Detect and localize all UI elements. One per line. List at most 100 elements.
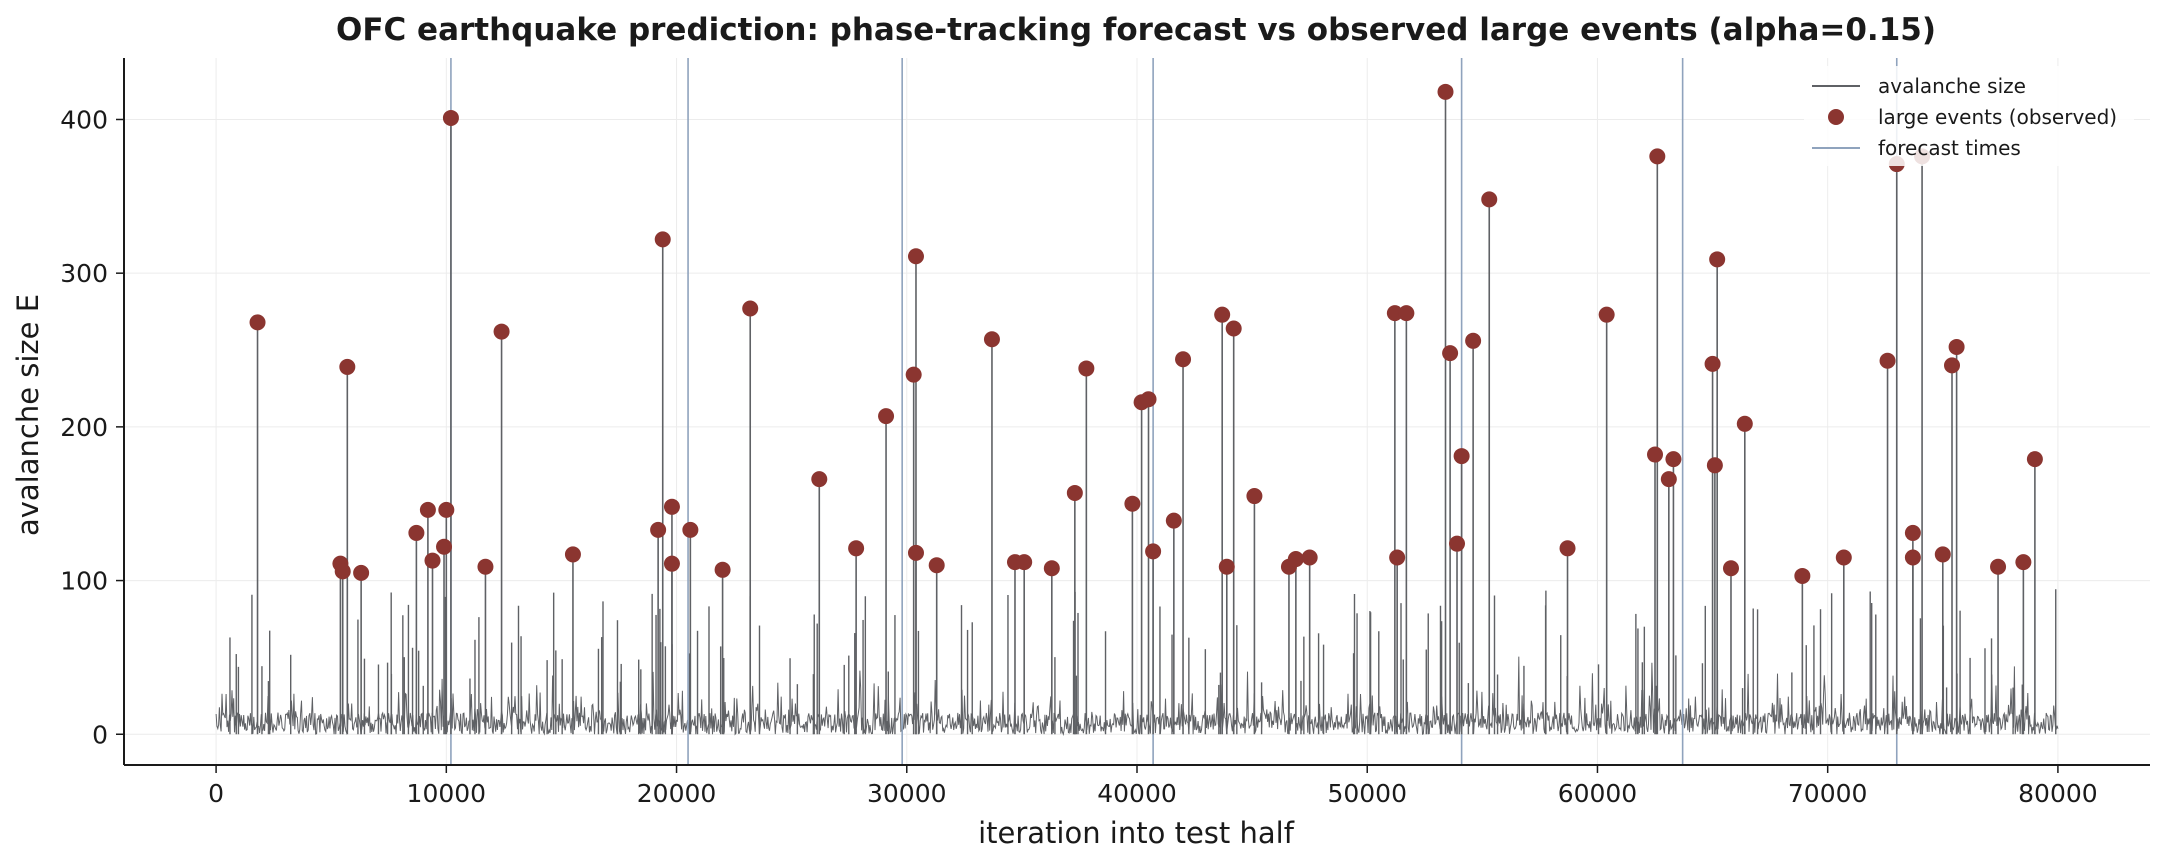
large-event-point xyxy=(928,557,945,574)
y-axis-label: avalanche size E xyxy=(11,294,45,536)
y-tick-label: 0 xyxy=(92,720,108,749)
y-ticks: 0 100 200 300 400 xyxy=(60,105,124,749)
large-event-point xyxy=(1145,543,1162,560)
legend-label: forecast times xyxy=(1878,136,2021,160)
large-event-point xyxy=(1214,306,1231,323)
large-event-point xyxy=(1904,524,1921,541)
large-event-point xyxy=(663,498,680,515)
large-event-point xyxy=(1794,567,1811,584)
large-event-point xyxy=(1165,512,1182,529)
large-event-point xyxy=(1386,305,1403,322)
large-event-point xyxy=(564,546,581,563)
large-event-point xyxy=(1246,488,1263,505)
large-event-point xyxy=(353,564,370,581)
large-event-point xyxy=(1449,535,1466,552)
large-event-point xyxy=(1016,554,1033,571)
large-event-point xyxy=(983,331,1000,348)
y-tick-label: 300 xyxy=(60,259,108,288)
large-event-point xyxy=(1944,357,1961,374)
large-event-point xyxy=(2026,451,2043,468)
legend-box xyxy=(1804,66,2134,166)
large-event-point xyxy=(1389,549,1406,566)
y-tick-label: 100 xyxy=(60,567,108,596)
large-event-point xyxy=(663,555,680,572)
legend-label: avalanche size xyxy=(1878,74,2026,98)
avalanche-noise-trace xyxy=(215,589,2059,736)
large-event-point xyxy=(477,558,494,575)
large-event-point xyxy=(1043,560,1060,577)
large-event-point xyxy=(1301,549,1318,566)
large-event-point xyxy=(1709,251,1726,268)
legend-swatch-marker xyxy=(1828,109,1844,125)
large-event-point xyxy=(1465,332,1482,349)
x-tick-label: 70000 xyxy=(1788,779,1868,808)
large-event-point xyxy=(408,524,425,541)
large-event-point xyxy=(249,314,266,331)
large-event-point xyxy=(742,300,759,317)
large-event-point xyxy=(1722,560,1739,577)
large-event-point xyxy=(1218,558,1235,575)
large-event-point xyxy=(2015,554,2032,571)
x-tick-label: 80000 xyxy=(2018,779,2098,808)
large-event-point xyxy=(1990,558,2007,575)
y-tick-label: 400 xyxy=(60,105,108,134)
large-event-point xyxy=(811,471,828,488)
large-event-point xyxy=(1481,191,1498,208)
large-event-point xyxy=(1175,351,1192,368)
large-event-point xyxy=(1078,360,1095,377)
large-event-point xyxy=(1559,540,1576,557)
large-event-point xyxy=(1879,352,1896,369)
y-tick-label: 200 xyxy=(60,413,108,442)
large-event-point xyxy=(442,109,459,126)
large-event-point xyxy=(436,538,453,555)
chart-title: OFC earthquake prediction: phase-trackin… xyxy=(336,12,1936,48)
x-tick-label: 10000 xyxy=(407,779,487,808)
large-event-point xyxy=(650,521,667,538)
large-event-point xyxy=(1934,546,1951,563)
large-event-point xyxy=(419,501,436,518)
large-event-point xyxy=(493,323,510,340)
large-event-point xyxy=(1736,415,1753,432)
large-event-point xyxy=(714,561,731,578)
event-markers xyxy=(249,83,2043,584)
legend-label: large events (observed) xyxy=(1878,105,2117,129)
large-event-point xyxy=(1704,355,1721,372)
large-event-point xyxy=(1665,451,1682,468)
x-tick-label: 50000 xyxy=(1327,779,1407,808)
large-event-point xyxy=(334,563,351,580)
x-tick-label: 20000 xyxy=(637,779,717,808)
x-axis-label: iteration into test half xyxy=(978,816,1295,850)
grid xyxy=(124,58,2150,765)
large-event-point xyxy=(438,501,455,518)
avalanche-spikes xyxy=(256,91,2036,735)
large-event-point xyxy=(1453,448,1470,465)
large-event-point xyxy=(848,540,865,557)
large-event-point xyxy=(424,552,441,569)
large-event-point xyxy=(905,366,922,383)
large-event-point xyxy=(1598,306,1615,323)
large-event-point xyxy=(1835,549,1852,566)
large-event-point xyxy=(1904,549,1921,566)
large-event-point xyxy=(1706,457,1723,474)
x-tick-label: 60000 xyxy=(1558,779,1638,808)
large-event-point xyxy=(1660,471,1677,488)
x-tick-label: 40000 xyxy=(1097,779,1177,808)
large-event-point xyxy=(1287,551,1304,568)
large-event-point xyxy=(1398,305,1415,322)
x-tick-label: 0 xyxy=(208,779,224,808)
large-event-point xyxy=(907,248,924,265)
x-ticks: 0 10000 20000 30000 40000 50000 60000 70000 8000… xyxy=(208,765,2098,808)
large-event-point xyxy=(339,358,356,375)
large-event-point xyxy=(1066,484,1083,501)
avalanche-noise-line xyxy=(215,656,2059,736)
large-event-point xyxy=(1140,391,1157,408)
large-event-point xyxy=(907,544,924,561)
large-event-point xyxy=(1647,446,1664,463)
large-event-point xyxy=(1649,148,1666,165)
large-event-point xyxy=(654,231,671,248)
x-tick-label: 30000 xyxy=(867,779,947,808)
large-event-point xyxy=(878,408,895,425)
large-event-point xyxy=(1442,345,1459,362)
legend: avalanche size large events (observed) for… xyxy=(1804,66,2134,166)
